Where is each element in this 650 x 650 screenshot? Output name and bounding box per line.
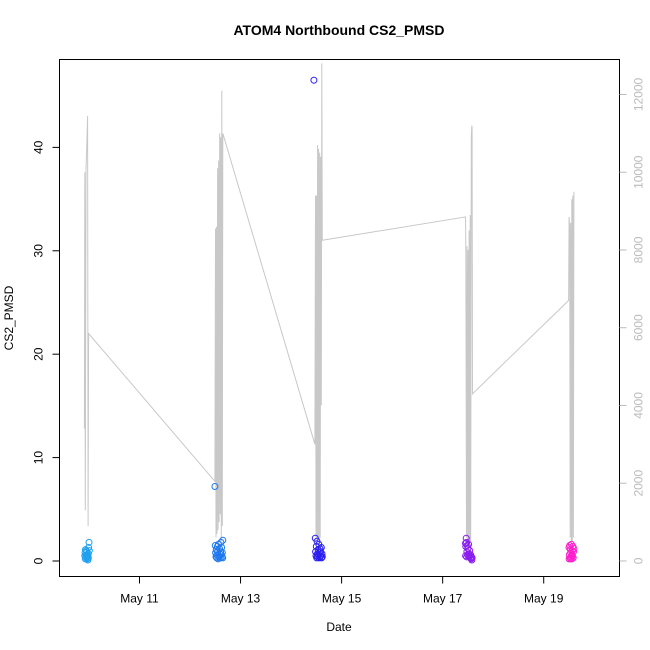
y-tick-label: 30: [32, 244, 46, 258]
data-point: [464, 545, 472, 553]
secondary-line-layer: [83, 63, 575, 546]
data-point: [218, 544, 226, 551]
data-point: [310, 76, 318, 84]
y-tick-label: 20: [32, 347, 46, 361]
data-point: [318, 554, 326, 562]
x-tick-label: May 19: [524, 592, 564, 606]
data-point: [463, 553, 471, 561]
data-point: [466, 547, 474, 555]
x-tick-label: May 13: [221, 592, 261, 606]
data-point: [217, 538, 225, 546]
data-point: [85, 547, 93, 555]
data-point: [218, 549, 226, 557]
data-point: [568, 551, 576, 559]
y2-tick-label: 4000: [632, 392, 646, 419]
secondary-series-line: [83, 63, 575, 546]
y2-tick-label: 8000: [632, 236, 646, 263]
data-point: [570, 545, 578, 553]
x-tick-label: May 15: [322, 592, 362, 606]
x-axis: May 11 May 13 May 15 May 17 May 19: [120, 576, 564, 606]
data-point: [218, 553, 226, 561]
y2-tick-label: 10000: [632, 155, 646, 189]
y-axis-right: 0 2000 4000 6000 8000 10000 12000: [619, 77, 646, 564]
y-tick-label: 40: [32, 140, 46, 154]
x-tick-label: May 17: [423, 592, 463, 606]
data-point: [462, 534, 470, 542]
y-tick-label: 0: [32, 557, 46, 564]
data-point: [318, 550, 326, 558]
data-point: [83, 553, 91, 561]
chart-title: ATOM4 Northbound CS2_PMSD: [233, 22, 444, 38]
y2-tick-label: 0: [632, 557, 646, 564]
data-point: [462, 552, 470, 560]
data-point: [217, 548, 225, 556]
y2-tick-label: 6000: [632, 314, 646, 341]
plot-frame: [59, 59, 620, 577]
y2-tick-label: 12000: [632, 77, 646, 111]
data-point: [84, 554, 92, 562]
y2-tick-label: 2000: [632, 470, 646, 497]
data-point: [219, 536, 227, 544]
data-point: [318, 553, 326, 561]
x-axis-label: Date: [326, 620, 352, 634]
data-point: [81, 555, 89, 563]
data-point: [219, 554, 227, 562]
y-tick-label: 10: [32, 451, 46, 465]
data-point: [568, 547, 576, 555]
data-point: [85, 538, 93, 546]
data-point: [211, 483, 219, 490]
data-point: [567, 555, 575, 563]
x-tick-label: May 11: [120, 592, 159, 606]
points-layer: [81, 76, 578, 564]
y-axis-label: CS2_PMSD: [2, 285, 16, 350]
y-axis-left: 0 10 20 30 40: [32, 140, 60, 564]
